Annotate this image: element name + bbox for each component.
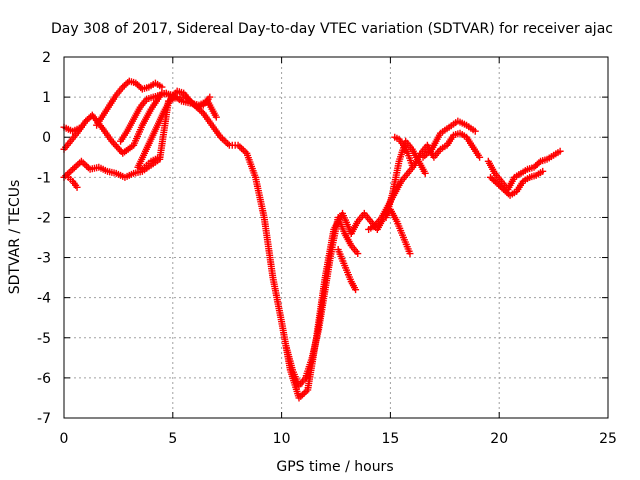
y-tick-label: -1 — [37, 170, 51, 186]
y-tick-label: -7 — [37, 411, 51, 427]
y-tick-label: 1 — [42, 90, 51, 106]
data-point — [137, 84, 145, 92]
data-point — [156, 153, 164, 161]
x-axis-label: GPS time / hours — [276, 459, 393, 475]
x-tick-label: 5 — [168, 431, 177, 447]
data-point — [556, 147, 564, 155]
data-point — [124, 79, 132, 87]
y-tick-label: 0 — [42, 130, 51, 146]
data-point — [77, 123, 85, 131]
x-tick-label: 25 — [599, 431, 617, 447]
data-point — [73, 183, 81, 191]
x-tick-label: 0 — [60, 431, 69, 447]
y-tick-label: -2 — [37, 210, 51, 226]
data-point — [471, 127, 479, 135]
y-tick-label: -5 — [37, 331, 51, 347]
grid-lines — [63, 56, 609, 419]
data-point — [421, 169, 429, 177]
y-tick-label: 2 — [42, 50, 51, 66]
data-point — [535, 159, 543, 167]
data-markers — [60, 77, 564, 402]
x-tick-label: 20 — [490, 431, 508, 447]
data-point — [539, 167, 547, 175]
data-point — [406, 250, 414, 258]
y-tick-labels: -7 -6 -5 -4 -3 -2 -1 0 1 2 — [37, 50, 51, 427]
y-tick-label: -3 — [37, 251, 51, 267]
y-tick-label: -4 — [37, 291, 51, 307]
data-point — [206, 93, 214, 101]
data-point — [212, 113, 220, 121]
data-point — [158, 83, 166, 91]
data-point — [408, 161, 416, 169]
y-axis-label: SDTVAR / TECUs — [7, 180, 23, 295]
data-point — [352, 286, 360, 294]
x-tick-labels: 0 5 10 15 20 25 — [60, 431, 617, 447]
x-tick-label: 10 — [273, 431, 291, 447]
data-point — [191, 102, 199, 110]
chart-title: Day 308 of 2017, Sidereal Day-to-day VTE… — [51, 21, 613, 37]
x-tick-label: 15 — [381, 431, 399, 447]
y-tick-label: -6 — [37, 371, 51, 387]
plot-frame — [63, 56, 609, 419]
data-point — [476, 153, 484, 161]
data-point — [354, 250, 362, 258]
